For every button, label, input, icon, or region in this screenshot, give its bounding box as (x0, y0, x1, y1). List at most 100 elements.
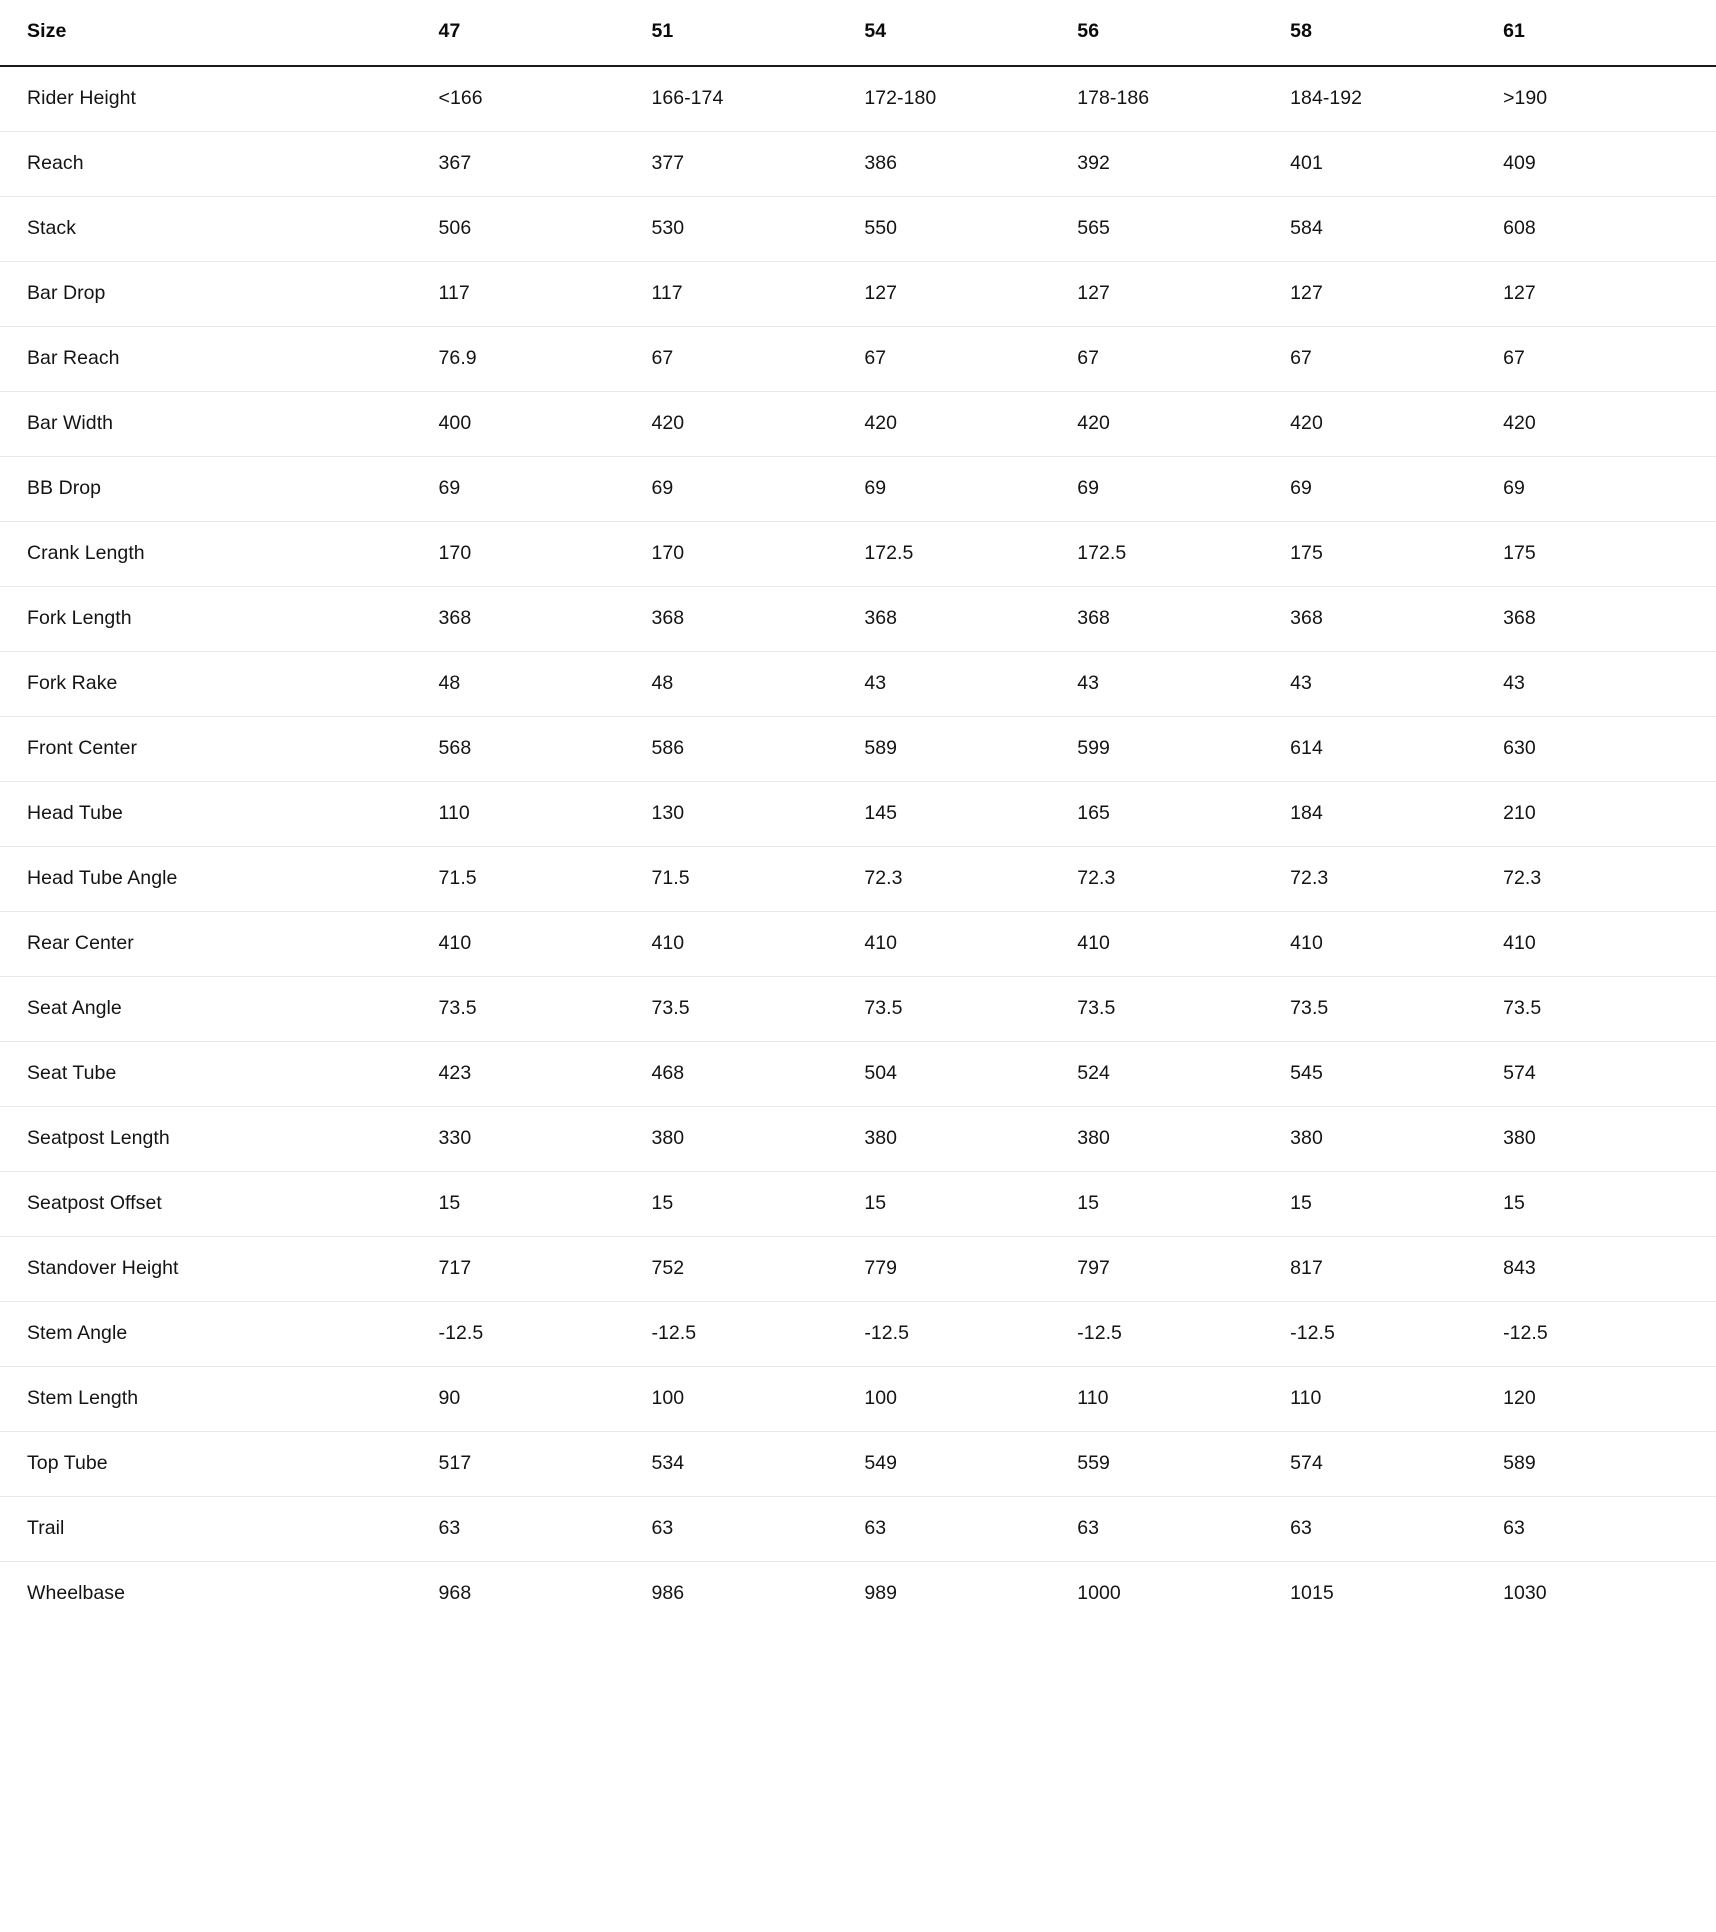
table-cell: 90 (438, 1366, 652, 1432)
row-label: Rider Height (0, 66, 439, 132)
table-cell: 73.5 (438, 976, 652, 1042)
table-cell: 420 (651, 391, 865, 457)
table-cell: -12.5 (651, 1301, 865, 1367)
table-row: BB Drop 69 69 69 69 69 69 (0, 456, 1716, 522)
table-cell: 468 (651, 1041, 865, 1107)
table-cell: 100 (651, 1366, 865, 1432)
table-cell: 530 (651, 196, 865, 262)
table-cell: 15 (864, 1171, 1078, 1237)
table-row: Fork Rake 48 48 43 43 43 43 (0, 651, 1716, 717)
table-cell: 63 (438, 1496, 652, 1562)
table-row: Bar Drop 117 117 127 127 127 127 (0, 261, 1716, 327)
table-cell: 779 (864, 1236, 1078, 1302)
table-cell: -12.5 (1290, 1301, 1504, 1367)
table-cell: 401 (1290, 131, 1504, 197)
row-label: Seatpost Length (0, 1106, 439, 1172)
row-label: Wheelbase (27, 1582, 126, 1604)
table-cell: 410 (438, 911, 652, 977)
row-label: Top Tube (0, 1431, 439, 1497)
table-cell: 630 (1503, 716, 1716, 782)
table-cell: -12.5 (864, 1301, 1078, 1367)
table-row: Seat Tube 423 468 504 524 545 574 (0, 1041, 1716, 1107)
table-cell: 73.5 (864, 976, 1078, 1042)
table-cell: 1015 (1290, 1582, 1334, 1604)
table-cell: 968 (438, 1582, 472, 1604)
table-cell: 165 (1077, 781, 1291, 847)
table-cell: 400 (438, 391, 652, 457)
table-cell: 717 (438, 1236, 652, 1302)
table-cell: 368 (1077, 586, 1291, 652)
table-cell: 63 (1290, 1496, 1504, 1562)
table-cell: 67 (1503, 326, 1716, 392)
table-cell: 127 (1077, 261, 1291, 327)
table-cell: 72.3 (1077, 846, 1291, 912)
table-cell: 409 (1503, 131, 1716, 197)
table-cell: 15 (438, 1171, 652, 1237)
table-cell: 127 (1503, 261, 1716, 327)
row-label: Fork Rake (0, 651, 439, 717)
column-header-47: 47 (438, 0, 652, 67)
table-cell: 989 (864, 1582, 898, 1604)
table-cell: 380 (864, 1106, 1078, 1172)
table-row: Rider Height <166 166-174 172-180 178-186 184… (0, 66, 1716, 132)
table-cell: 386 (864, 131, 1078, 197)
column-header-51: 51 (651, 0, 865, 67)
table-cell: 210 (1503, 781, 1716, 847)
row-label: Stem Angle (0, 1301, 439, 1367)
table-cell: 420 (1290, 391, 1504, 457)
table-cell: 63 (1077, 1496, 1291, 1562)
table-row: Head Tube 110 130 145 165 184 210 (0, 781, 1716, 847)
table-cell: 69 (864, 456, 1078, 522)
table-cell: 614 (1290, 716, 1504, 782)
table-cell: 599 (1077, 716, 1291, 782)
table-cell: 589 (1503, 1431, 1716, 1497)
table-row: Rear Center 410 410 410 410 410 410 (0, 911, 1716, 977)
table-cell: 586 (651, 716, 865, 782)
table-cell: 67 (864, 326, 1078, 392)
table-cell: 380 (1290, 1106, 1504, 1172)
row-label: Seat Tube (0, 1041, 439, 1107)
table-cell: 524 (1077, 1041, 1291, 1107)
table-cell: 752 (651, 1236, 865, 1302)
table-cell: 69 (1290, 456, 1504, 522)
table-cell: >190 (1503, 66, 1716, 132)
table-cell: 69 (1077, 456, 1291, 522)
table-cell: -12.5 (1077, 1301, 1291, 1367)
row-label: Seatpost Offset (0, 1171, 439, 1237)
table-cell: 145 (864, 781, 1078, 847)
row-label: Bar Width (0, 391, 439, 457)
row-label: Rear Center (0, 911, 439, 977)
table-cell: 172-180 (864, 66, 1078, 132)
table-cell: 368 (1503, 586, 1716, 652)
table-cell: 410 (651, 911, 865, 977)
table-cell: 184 (1290, 781, 1504, 847)
table-cell: 73.5 (651, 976, 865, 1042)
column-header-56: 56 (1077, 0, 1291, 67)
table-cell: 67 (651, 326, 865, 392)
table-cell: 175 (1290, 521, 1504, 587)
table-cell: 15 (1077, 1171, 1291, 1237)
row-label: BB Drop (0, 456, 439, 522)
table-cell: 43 (864, 651, 1078, 717)
table-cell: 170 (651, 521, 865, 587)
table-cell: -12.5 (1503, 1301, 1716, 1367)
table-cell: -12.5 (438, 1301, 652, 1367)
table-cell: 368 (438, 586, 652, 652)
table-cell: 423 (438, 1041, 652, 1107)
row-label: Bar Reach (0, 326, 439, 392)
table-body: Rider Height <166 166-174 172-180 178-186 184… (0, 66, 1716, 1626)
table-cell: 380 (1503, 1106, 1716, 1172)
row-label: Trail (0, 1496, 439, 1562)
table-cell: 589 (864, 716, 1078, 782)
table-cell: 72.3 (864, 846, 1078, 912)
table-cell: 71.5 (438, 846, 652, 912)
table-cell: 410 (864, 911, 1078, 977)
table-cell: 43 (1290, 651, 1504, 717)
table-cell: 69 (651, 456, 865, 522)
table-cell: 843 (1503, 1236, 1716, 1302)
table-cell: 110 (1077, 1366, 1291, 1432)
table-cell: 48 (438, 651, 652, 717)
table-cell: 184-192 (1290, 66, 1504, 132)
table-cell: 565 (1077, 196, 1291, 262)
row-label: Front Center (0, 716, 439, 782)
